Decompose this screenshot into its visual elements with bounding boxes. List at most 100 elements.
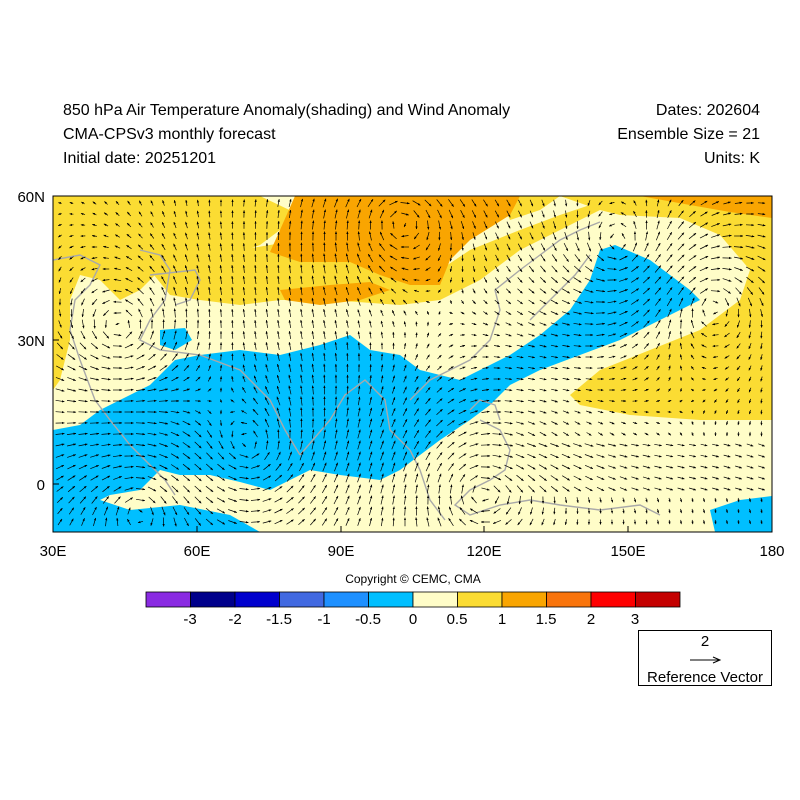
wind-vector: [413, 267, 420, 271]
wind-vector: [734, 201, 743, 204]
wind-vector: [688, 255, 697, 261]
wind-vector: [619, 267, 628, 271]
wind-vector: [506, 199, 511, 207]
wind-vector: [138, 330, 143, 340]
wind-vector: [334, 264, 338, 274]
wind-vector: [449, 266, 453, 273]
wind-vector: [757, 266, 766, 272]
wind-vector: [80, 213, 86, 216]
wind-vector: [379, 276, 385, 284]
wind-vector: [575, 242, 580, 252]
wind-vector: [748, 320, 751, 328]
wind-vector: [550, 299, 559, 305]
wind-vector: [654, 276, 662, 284]
wind-vector: [311, 319, 315, 328]
wind-vector: [392, 221, 395, 229]
wind-vector: [345, 198, 350, 208]
wind-vector: [345, 286, 350, 296]
wind-vector: [678, 297, 684, 307]
wind-vector: [161, 254, 166, 262]
wind-vector: [573, 265, 582, 273]
wind-vector: [688, 232, 697, 240]
wind-vector: [588, 231, 591, 241]
wind-vector: [208, 210, 211, 218]
wind-vector: [149, 276, 155, 284]
wind-vector: [596, 266, 605, 272]
wind-vector: [449, 323, 454, 326]
wind-vector: [219, 297, 222, 306]
wind-vector: [541, 232, 545, 240]
wind-vector: [254, 319, 257, 328]
wind-vector: [288, 198, 292, 207]
wind-vector: [666, 287, 673, 295]
wind-vector: [93, 319, 96, 329]
wind-vector: [562, 277, 570, 283]
wind-vector: [277, 319, 280, 328]
wind-vector: [666, 265, 673, 273]
wind-vector: [449, 311, 453, 315]
wind-vector: [723, 288, 731, 294]
wind-vector: [91, 330, 98, 340]
wind-vector: [666, 243, 673, 251]
lon-tick-label: 30E: [40, 543, 67, 560]
wind-vector: [631, 266, 639, 272]
wind-vector: [323, 319, 326, 328]
wind-vector: [196, 232, 200, 240]
wind-vector: [266, 209, 269, 218]
wind-vector: [619, 321, 628, 327]
reference-vector-label: Reference Vector: [647, 669, 763, 686]
wind-vector: [599, 232, 602, 241]
wind-vector: [185, 308, 188, 318]
wind-vector: [529, 243, 534, 251]
wind-vector: [231, 232, 234, 240]
wind-vector: [633, 200, 637, 206]
wind-vector: [678, 287, 684, 295]
wind-vector: [162, 211, 165, 217]
wind-vector: [483, 243, 488, 251]
wind-vector: [80, 277, 86, 283]
wind-vector: [219, 308, 223, 317]
wind-vector: [449, 300, 452, 305]
wind-vector: [400, 256, 409, 259]
wind-vector: [127, 200, 131, 206]
wind-vector: [137, 287, 144, 295]
wind-vector: [710, 267, 721, 270]
wind-vector: [300, 264, 303, 274]
wind-vector: [91, 298, 98, 306]
wind-vector: [231, 243, 234, 251]
cold-anomaly-region: [160, 328, 192, 350]
wind-vector: [254, 286, 257, 295]
wind-vector: [161, 221, 166, 228]
wind-vector: [550, 288, 559, 294]
wind-vector: [494, 288, 500, 294]
wind-vector: [185, 286, 188, 296]
wind-vector: [690, 319, 695, 329]
lat-tick-label: 30N: [17, 333, 45, 350]
wind-vector: [517, 288, 523, 294]
wind-vector: [356, 198, 362, 208]
wind-vector: [300, 220, 303, 230]
wind-vector: [103, 212, 109, 216]
wind-vector: [311, 286, 315, 296]
wind-vector: [656, 209, 660, 218]
wind-vector: [472, 232, 476, 240]
wind-vector: [607, 300, 617, 304]
wind-vector: [231, 253, 234, 262]
wind-vector: [413, 232, 420, 240]
colorbar-label: 1.5: [536, 611, 557, 628]
wind-vector: [288, 286, 291, 296]
wind-vector: [80, 330, 86, 340]
wind-vector: [677, 276, 685, 284]
wind-vector: [208, 286, 211, 295]
wind-vector: [495, 265, 499, 273]
wind-vector: [413, 210, 420, 218]
wind-vector: [150, 308, 154, 318]
wind-vector: [115, 212, 120, 216]
wind-vector: [334, 286, 338, 296]
wind-vector: [334, 198, 338, 208]
wind-vector: [357, 287, 361, 295]
wind-vector: [102, 331, 110, 339]
wind-vector: [266, 199, 269, 207]
wind-vector: [483, 277, 488, 283]
wind-vector: [265, 275, 268, 285]
